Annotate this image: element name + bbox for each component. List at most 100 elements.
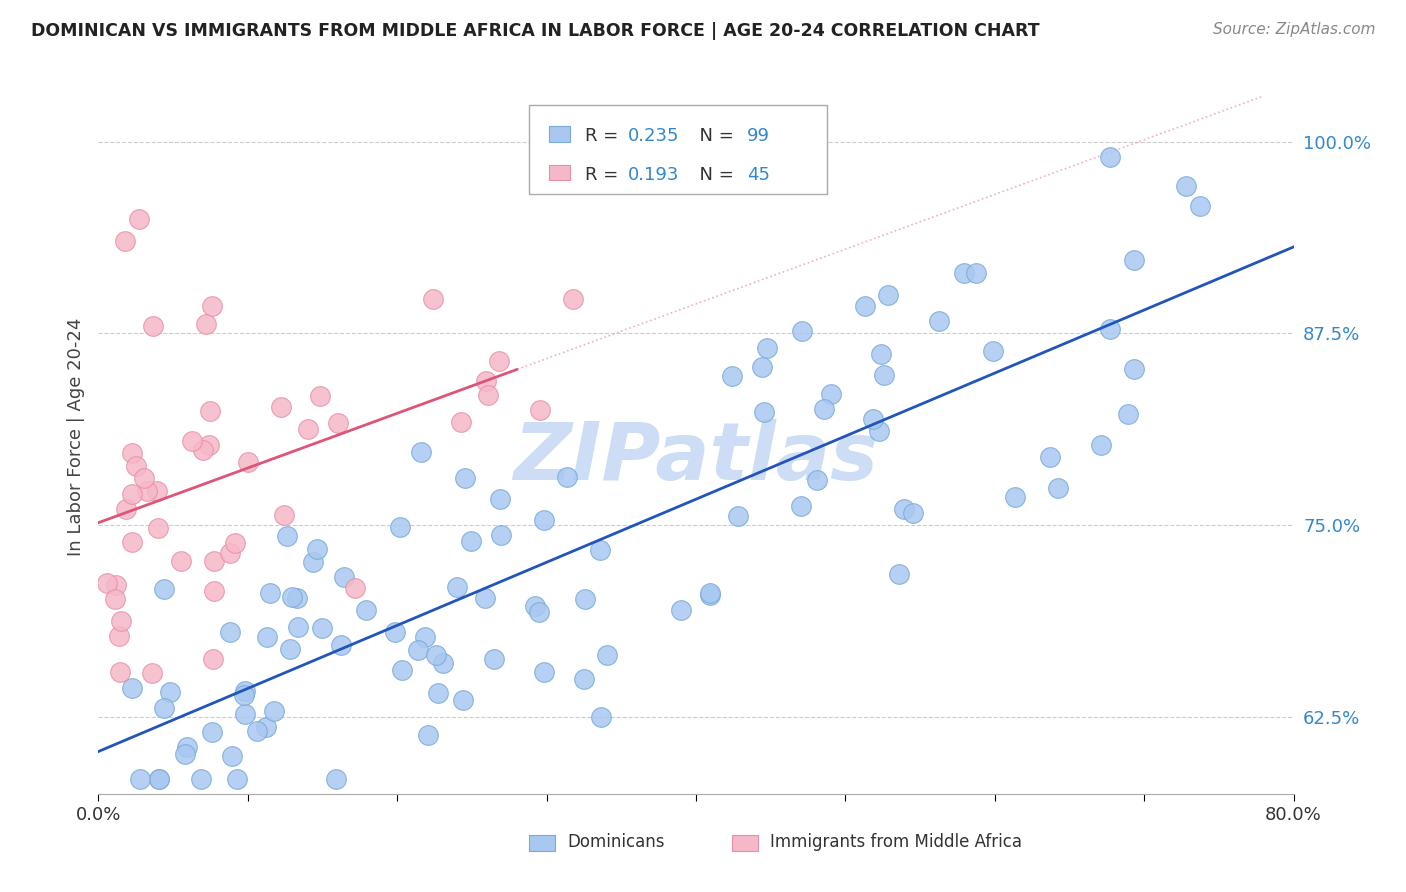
Point [332,570,354,584]
Point [263,704,285,718]
Point [901,507,924,521]
Point [254,720,277,734]
Point [105,577,128,591]
Point [869,347,891,361]
Text: 45: 45 [748,166,770,184]
Point [1174,179,1197,194]
Point [311,621,333,635]
Text: ZIPatlas: ZIPatlas [513,419,879,498]
Point [460,533,482,548]
Point [574,591,596,606]
FancyBboxPatch shape [733,835,758,851]
Point [1099,321,1122,335]
Point [868,424,890,438]
Point [862,412,884,426]
Point [751,360,773,375]
Point [555,469,578,483]
Point [302,555,325,569]
Point [136,484,159,499]
Point [406,642,429,657]
Point [202,554,225,568]
Point [533,665,555,680]
Point [110,614,132,628]
Point [146,521,169,535]
Point [329,638,352,652]
Point [529,403,551,417]
Point [256,630,278,644]
Text: R =: R = [585,128,624,145]
Point [121,681,143,696]
Point [104,591,127,606]
Point [195,317,218,331]
Point [727,508,749,523]
Point [159,685,181,699]
Point [287,619,309,633]
Point [475,374,498,388]
Point [153,701,176,715]
Point [755,341,778,355]
Point [204,584,226,599]
Point [1122,362,1144,376]
Point [202,651,225,665]
Point [259,586,281,600]
Point [305,541,328,556]
Point [820,386,842,401]
Point [128,212,150,227]
Point [219,624,242,639]
Point [273,508,295,523]
Text: N =: N = [688,128,740,145]
Point [877,288,900,302]
Point [699,586,721,600]
Point [562,292,585,306]
Point [224,536,246,550]
Point [792,325,814,339]
Text: R =: R = [585,166,624,184]
Point [1039,450,1062,464]
Point [107,629,129,643]
Point [389,520,412,534]
Text: Immigrants from Middle Africa: Immigrants from Middle Africa [770,833,1022,851]
Point [1090,438,1112,452]
Point [297,422,319,436]
Point [572,673,595,687]
Point [145,483,167,498]
Point [121,446,143,460]
Point [1098,150,1121,164]
Point [454,471,477,485]
Point [415,631,437,645]
Point [391,663,413,677]
Point [278,642,301,657]
FancyBboxPatch shape [529,105,827,194]
Point [152,582,174,596]
Text: DOMINICAN VS IMMIGRANTS FROM MIDDLE AFRICA IN LABOR FORCE | AGE 20-24 CORRELATIO: DOMINICAN VS IMMIGRANTS FROM MIDDLE AFRI… [31,22,1039,40]
Point [200,403,222,417]
Text: N =: N = [688,166,740,184]
Point [115,501,138,516]
Point [589,710,612,724]
Point [928,314,950,328]
Point [806,473,828,487]
Point [96,576,118,591]
Point [384,625,406,640]
Point [281,590,304,604]
Point [409,445,432,459]
Point [416,727,439,741]
Point [128,772,150,786]
Point [285,591,308,606]
Point [121,487,143,501]
Point [596,648,619,662]
Point [523,599,546,613]
Point [225,772,247,786]
Point [176,740,198,755]
Point [790,499,813,513]
Point [432,656,454,670]
Point [148,772,170,786]
Point [427,686,450,700]
Point [853,299,876,313]
Point [721,369,744,384]
Text: Source: ZipAtlas.com: Source: ZipAtlas.com [1212,22,1375,37]
Point [201,300,224,314]
Text: 0.235: 0.235 [628,128,679,145]
Point [425,648,447,663]
Point [752,405,775,419]
